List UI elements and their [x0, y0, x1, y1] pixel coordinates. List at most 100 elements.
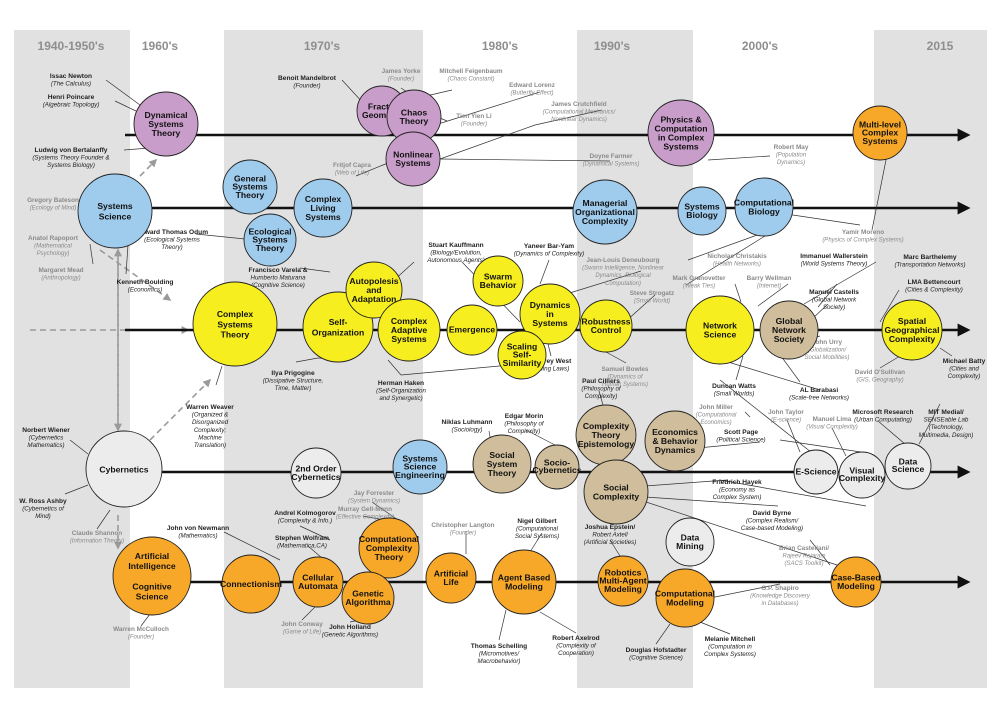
person-name: Norbert Wiener [22, 427, 70, 434]
node-circle [77, 173, 153, 249]
person-msr: Microsoft Research(Urban Computating) [852, 409, 913, 424]
connector-line [744, 411, 751, 418]
connector-line [96, 509, 111, 530]
node-label: Theory [592, 430, 621, 440]
node-e-science[interactable]: E-Science [793, 449, 839, 495]
person-yorke: James Yorke (Founder) [382, 68, 421, 83]
person-name: Kenneth Boulding [117, 279, 174, 286]
node-label: System [487, 459, 518, 469]
person-contribution: Complex System) [713, 494, 762, 501]
person-poincare: Henri Poincare(Algebraic Topology) [43, 94, 100, 109]
node-label: Cybernetics [291, 472, 340, 482]
era-label: 1970's [304, 39, 341, 53]
node-label: Complex [862, 128, 899, 138]
node-label: Systems [391, 334, 427, 344]
connector-line [105, 79, 141, 106]
connector-line [609, 539, 621, 557]
connector-line [719, 479, 867, 507]
node-cybernetics[interactable]: Cybernetics [85, 430, 163, 508]
node-label: Managerial [583, 198, 628, 208]
node-circle [293, 178, 353, 238]
connector-line [939, 347, 953, 357]
node-circle [392, 439, 448, 495]
node-emergence[interactable]: Emergence [446, 304, 498, 356]
person-name: Mark Granovetter [673, 275, 726, 282]
person-contribution: Theory) [161, 244, 182, 251]
node-label: Systems [97, 201, 133, 211]
person-contribution: (Cybernetics [29, 435, 64, 442]
connector-line [786, 419, 801, 453]
node-label: Robustness [581, 317, 630, 327]
node-label: and [366, 285, 381, 295]
person-name: Yaneer Bar-Yam [524, 243, 574, 250]
node-connectionism[interactable]: Connectionism [220, 554, 282, 614]
person-name: David Byrne [753, 510, 792, 517]
person-contribution: (Game of Life) [283, 630, 321, 636]
person-contribution: (Complexity & Info.) [278, 518, 332, 525]
node-label: Systems [148, 119, 184, 129]
node-label: Cellular [302, 573, 334, 583]
node-circle [677, 186, 727, 236]
connector-line [735, 355, 744, 381]
person-page: Scott Page(Political Science) [716, 429, 765, 444]
person-mead: Margaret Mead (Anthropology) [38, 267, 83, 282]
node-label: Data [899, 457, 918, 467]
node-label: Socio- [544, 458, 570, 468]
node-label: Computational [734, 197, 794, 207]
person-contribution: Dynamics) [777, 160, 805, 166]
node-label: Algorithma [345, 597, 391, 607]
person-contribution: (Mathematics) [178, 533, 217, 540]
node-socio-cyb[interactable]: Socio-Cybernetics [532, 444, 582, 490]
person-name: Andrel Kolmogorov [274, 510, 336, 517]
node-label: in [546, 309, 554, 319]
node-label: Organization [312, 327, 365, 337]
person-osullivan: David O'Sullivan (GIS, Geography) [855, 369, 905, 384]
person-contribution: (Political Science) [716, 437, 765, 444]
person-contribution: (Globalization/ [808, 348, 848, 354]
node-circle [734, 177, 794, 237]
